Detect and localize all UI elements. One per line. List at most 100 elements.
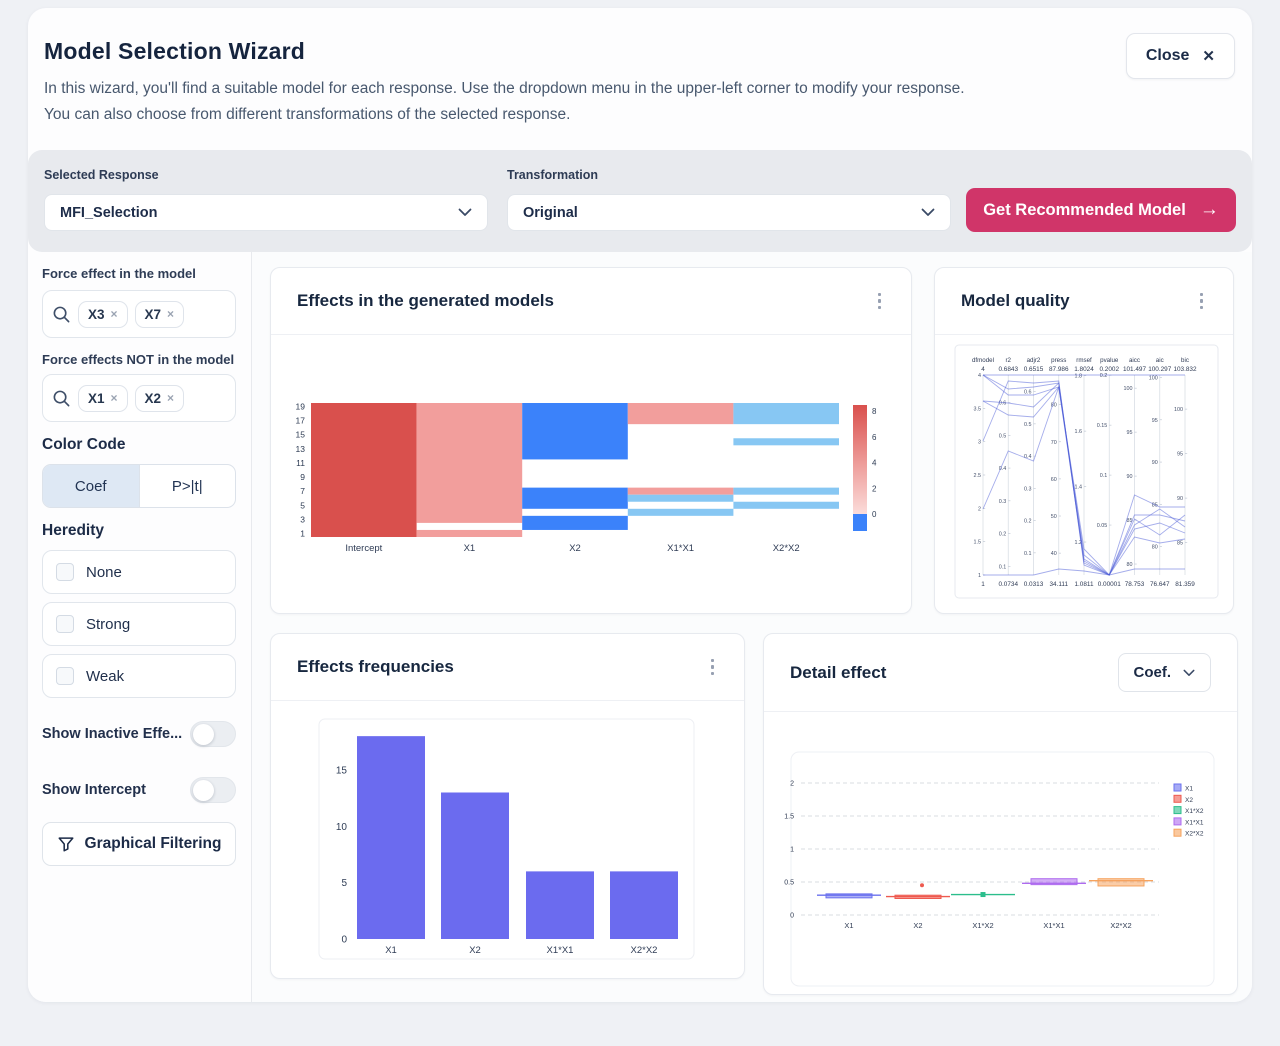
- force-in-label: Force effect in the model: [42, 266, 196, 281]
- svg-text:X1: X1: [1185, 786, 1193, 793]
- detail-effect-card: Detail effect Coef. 0 0.5 1 1.5 2 X1 X2 X1*X2 X1…: [763, 633, 1238, 995]
- color-code-option-pt[interactable]: P>|t|: [138, 465, 236, 507]
- show-intercept-toggle[interactable]: [190, 777, 236, 803]
- chip-remove-icon[interactable]: ×: [167, 307, 175, 321]
- svg-text:101.497: 101.497: [1123, 366, 1147, 373]
- show-inactive-effects-row: Show Inactive Effe...: [42, 720, 236, 748]
- get-recommended-model-button[interactable]: Get Recommended Model →: [966, 188, 1236, 232]
- heredity-label: Heredity: [42, 522, 105, 539]
- svg-text:X2*X2: X2*X2: [1185, 831, 1204, 838]
- kebab-menu-icon[interactable]: [1196, 289, 1208, 314]
- chip-x2[interactable]: X2 ×: [134, 384, 185, 412]
- svg-text:dfmodel: dfmodel: [972, 357, 994, 364]
- svg-text:X1*X1: X1*X1: [1043, 921, 1064, 930]
- close-button-label: Close: [1145, 47, 1190, 64]
- svg-text:0.15: 0.15: [1097, 423, 1108, 429]
- filter-funnel-icon: [58, 837, 74, 852]
- svg-text:X1: X1: [385, 945, 397, 956]
- heredity-option-weak[interactable]: Weak: [42, 654, 236, 698]
- checkbox-icon[interactable]: [56, 563, 74, 581]
- chevron-down-icon: [458, 208, 472, 216]
- wizard-dialog: Model Selection Wizard Close ✕ In this w…: [28, 8, 1252, 1002]
- svg-text:aicc: aicc: [1129, 357, 1140, 364]
- svg-text:100: 100: [1124, 386, 1133, 392]
- svg-text:r2: r2: [1005, 357, 1011, 364]
- chevron-down-icon: [1183, 669, 1195, 676]
- heredity-option-label: Strong: [86, 615, 131, 633]
- color-code-segmented: Coef P>|t|: [42, 464, 236, 508]
- svg-text:19: 19: [296, 402, 306, 412]
- svg-text:X1*X1: X1*X1: [667, 543, 694, 554]
- svg-text:0.5: 0.5: [1024, 422, 1032, 428]
- svg-text:81.359: 81.359: [1175, 581, 1195, 588]
- svg-text:95: 95: [1177, 452, 1183, 458]
- svg-text:100: 100: [1149, 376, 1158, 382]
- heredity-option-strong[interactable]: Strong: [42, 602, 236, 646]
- chip-x7[interactable]: X7 ×: [134, 300, 185, 328]
- svg-text:0.2002: 0.2002: [1099, 366, 1119, 373]
- svg-text:X1*X1: X1*X1: [547, 945, 574, 956]
- svg-text:0.5: 0.5: [784, 880, 794, 887]
- svg-text:40: 40: [1051, 551, 1057, 557]
- chip-remove-icon[interactable]: ×: [110, 391, 118, 405]
- selected-response-value: MFI_Selection: [60, 204, 158, 221]
- effects-frequencies-svg[interactable]: 0 5 10 15 X1 X2 X1*X1 X2*X2: [271, 701, 744, 978]
- svg-text:0.3: 0.3: [1024, 486, 1032, 492]
- close-button[interactable]: Close ✕: [1125, 33, 1235, 79]
- svg-text:4: 4: [981, 366, 985, 373]
- svg-text:1: 1: [790, 847, 794, 854]
- force-out-input[interactable]: X1 × X2 ×: [42, 374, 236, 422]
- svg-text:0.0313: 0.0313: [1024, 581, 1044, 588]
- detail-effect-metric-select[interactable]: Coef.: [1117, 653, 1211, 692]
- kebab-menu-icon[interactable]: [874, 289, 886, 314]
- svg-text:4: 4: [872, 459, 877, 468]
- svg-text:13: 13: [296, 444, 306, 454]
- svg-text:103.832: 103.832: [1173, 366, 1197, 373]
- svg-text:15: 15: [336, 765, 348, 776]
- description-line-1: In this wizard, you'll find a suitable m…: [44, 80, 965, 97]
- svg-text:15: 15: [296, 430, 306, 440]
- transformation-select[interactable]: Original: [507, 194, 951, 231]
- chip-remove-icon[interactable]: ×: [167, 391, 175, 405]
- svg-text:1.6: 1.6: [1075, 429, 1083, 435]
- selected-response-select[interactable]: MFI_Selection: [44, 194, 488, 231]
- page-title: Model Selection Wizard: [44, 38, 306, 64]
- svg-text:9: 9: [300, 472, 305, 482]
- svg-text:0.6515: 0.6515: [1024, 366, 1044, 373]
- svg-text:0.2: 0.2: [1024, 519, 1032, 525]
- description-line-2: You can also choose from different trans…: [44, 106, 571, 123]
- svg-text:X2: X2: [913, 921, 922, 930]
- transformation-label: Transformation: [507, 168, 598, 182]
- svg-text:90: 90: [1127, 474, 1133, 480]
- force-in-input[interactable]: X3 × X7 ×: [42, 290, 236, 338]
- filter-sidebar: Force effect in the model X3 × X7 × Forc…: [28, 252, 252, 1002]
- svg-text:80: 80: [1127, 562, 1133, 568]
- svg-text:100.297: 100.297: [1148, 366, 1172, 373]
- checkbox-icon[interactable]: [56, 615, 74, 633]
- svg-text:0.6843: 0.6843: [998, 366, 1018, 373]
- color-code-option-coef[interactable]: Coef: [43, 465, 139, 507]
- svg-text:95: 95: [1127, 430, 1133, 436]
- force-out-label: Force effects NOT in the model: [42, 352, 235, 367]
- chip-remove-icon[interactable]: ×: [110, 307, 118, 321]
- svg-text:0.2: 0.2: [1100, 373, 1108, 379]
- svg-text:7: 7: [300, 486, 305, 496]
- show-inactive-effects-toggle[interactable]: [190, 721, 236, 747]
- graphical-filtering-button[interactable]: Graphical Filtering: [42, 822, 236, 866]
- svg-text:0.4: 0.4: [999, 466, 1007, 472]
- detail-effect-svg[interactable]: 0 0.5 1 1.5 2 X1 X2 X1*X2 X1*X1 X2*X2 X1 X2 X1*X2 X1*…: [764, 712, 1237, 994]
- chip-label: X3: [88, 306, 105, 322]
- heredity-option-label: Weak: [86, 667, 125, 685]
- svg-text:87.986: 87.986: [1049, 366, 1069, 373]
- kebab-menu-icon[interactable]: [707, 655, 719, 680]
- svg-text:90: 90: [1152, 460, 1158, 466]
- chip-x1[interactable]: X1 ×: [78, 384, 128, 412]
- heredity-option-none[interactable]: None: [42, 550, 236, 594]
- model-quality-svg[interactable]: dfmodel 4 11 1.5 2 2.5 3 3.5 4 r2 0.6843 0.0734 0.1 0…: [935, 335, 1233, 613]
- svg-text:X1: X1: [464, 543, 476, 554]
- checkbox-icon[interactable]: [56, 667, 74, 685]
- chip-x3[interactable]: X3 ×: [78, 300, 128, 328]
- show-inactive-effects-label: Show Inactive Effe...: [42, 726, 183, 742]
- svg-text:X1*X1: X1*X1: [1185, 819, 1204, 826]
